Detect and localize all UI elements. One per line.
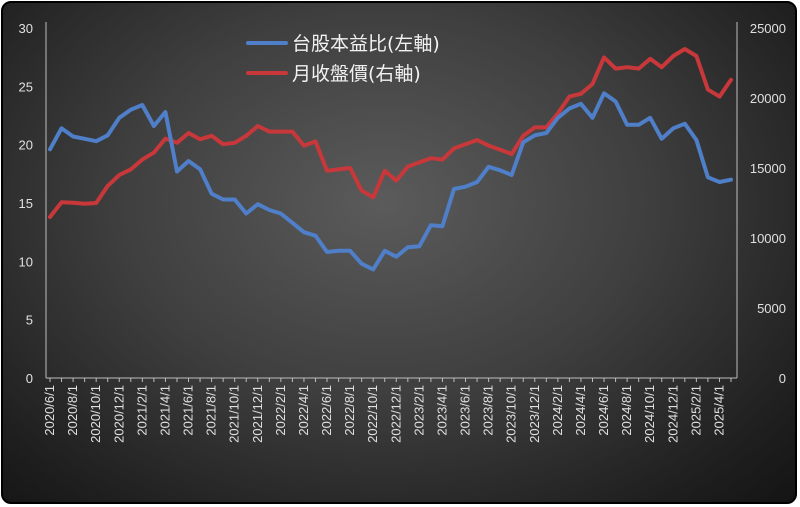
x-tick-label: 2021/10/1 bbox=[227, 385, 242, 443]
x-tick-label: 2021/12/1 bbox=[250, 385, 265, 443]
legend-label: 月收盤價(右軸) bbox=[292, 63, 421, 85]
legend: 台股本益比(左軸) 月收盤價(右軸) bbox=[246, 33, 440, 85]
left-axis-ticks: 0 5 10 15 20 25 30 bbox=[19, 21, 33, 386]
left-tick-label: 25 bbox=[19, 79, 33, 94]
x-tick-label: 2023/2/1 bbox=[411, 385, 426, 436]
left-tick-label: 20 bbox=[19, 138, 33, 153]
x-tick-label: 2020/8/1 bbox=[65, 385, 80, 436]
x-tick-label: 2020/6/1 bbox=[42, 385, 57, 436]
x-tick-label: 2024/12/1 bbox=[665, 385, 680, 443]
line-chart: 0 5 10 15 20 25 30 0 5000 10000 15000 20000 25000 2… bbox=[19, 21, 786, 443]
x-tick-label: 2022/2/1 bbox=[273, 385, 288, 436]
left-tick-label: 15 bbox=[19, 196, 33, 211]
left-tick-label: 5 bbox=[26, 313, 33, 328]
x-tick-label: 2023/6/1 bbox=[458, 385, 473, 436]
x-tick-label: 2024/6/1 bbox=[596, 385, 611, 436]
axes bbox=[45, 22, 738, 379]
x-tick-label: 2020/12/1 bbox=[111, 385, 126, 443]
right-tick-label: 0 bbox=[779, 371, 786, 386]
x-tick-label: 2021/4/1 bbox=[157, 385, 172, 436]
x-tick-label: 2021/2/1 bbox=[134, 385, 149, 436]
x-tick-label: 2023/8/1 bbox=[481, 385, 496, 436]
x-tick-label: 2023/10/1 bbox=[504, 385, 519, 443]
right-tick-label: 10000 bbox=[750, 231, 786, 246]
x-tick-label: 2022/10/1 bbox=[365, 385, 380, 443]
x-tick-label: 2021/6/1 bbox=[181, 385, 196, 436]
x-tick-label: 2024/2/1 bbox=[550, 385, 565, 436]
right-tick-label: 20000 bbox=[750, 91, 786, 106]
x-tick-label: 2022/12/1 bbox=[388, 385, 403, 443]
x-tick-label: 2022/8/1 bbox=[342, 385, 357, 436]
left-tick-label: 0 bbox=[26, 371, 33, 386]
series-line-close-price bbox=[48, 47, 733, 219]
x-tick-label: 2025/2/1 bbox=[688, 385, 703, 436]
legend-label: 台股本益比(左軸) bbox=[292, 33, 440, 55]
x-tick-label: 2024/10/1 bbox=[642, 385, 657, 443]
right-tick-label: 25000 bbox=[750, 21, 786, 36]
x-tick-label: 2024/4/1 bbox=[573, 385, 588, 436]
right-axis-ticks: 0 5000 10000 15000 20000 25000 bbox=[750, 21, 786, 386]
left-tick-label: 10 bbox=[19, 254, 33, 269]
x-tick-label: 2024/8/1 bbox=[619, 385, 634, 436]
right-tick-label: 15000 bbox=[750, 161, 786, 176]
x-tick-label: 2020/10/1 bbox=[88, 385, 103, 443]
series-layer bbox=[48, 47, 733, 272]
right-tick-label: 5000 bbox=[757, 301, 786, 316]
x-tick-label: 2023/4/1 bbox=[434, 385, 449, 436]
left-tick-label: 30 bbox=[19, 21, 33, 36]
x-tick-label: 2023/12/1 bbox=[527, 385, 542, 443]
x-tick-label: 2022/4/1 bbox=[296, 385, 311, 436]
x-tick-label: 2025/4/1 bbox=[711, 385, 726, 436]
x-tick-label: 2021/8/1 bbox=[204, 385, 219, 436]
x-tick-label: 2022/6/1 bbox=[319, 385, 334, 436]
series-line-pe-ratio bbox=[48, 91, 733, 272]
x-axis-ticks: 2020/6/1 2020/8/1 2020/10/1 2020/12/1 2021/2… bbox=[42, 378, 732, 443]
